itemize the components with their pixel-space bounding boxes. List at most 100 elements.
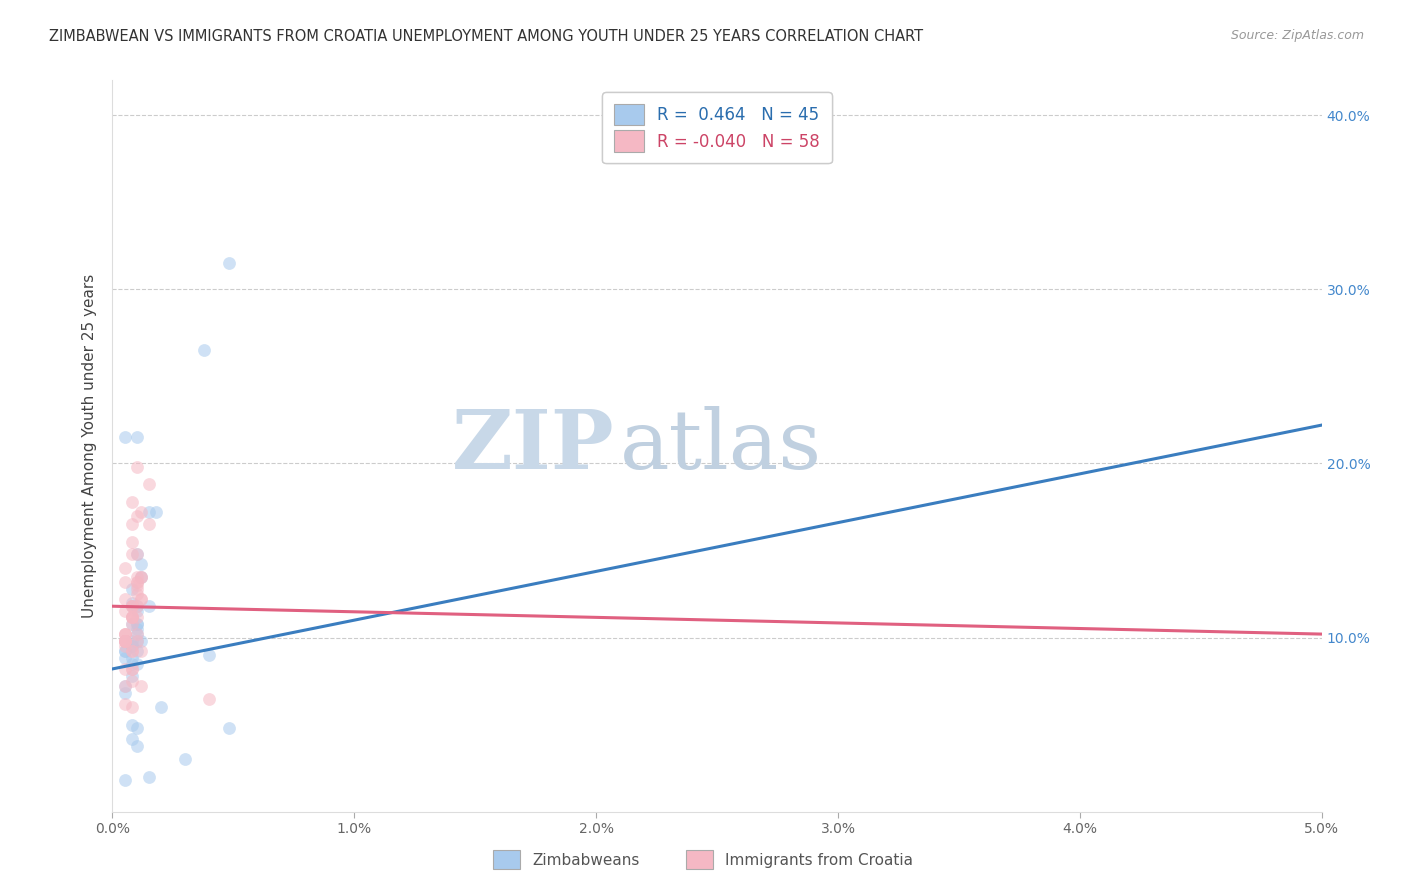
Point <box>114 627 136 641</box>
Point <box>121 640 143 654</box>
Point <box>149 700 172 714</box>
Point <box>121 662 143 676</box>
Point <box>121 582 143 596</box>
Point <box>114 651 136 665</box>
Point <box>121 596 143 610</box>
Point <box>198 691 221 706</box>
Point <box>125 582 148 596</box>
Point <box>131 505 153 519</box>
Point <box>121 669 143 683</box>
Point <box>193 343 215 358</box>
Point <box>125 657 148 671</box>
Point <box>125 508 148 523</box>
Point <box>121 609 143 624</box>
Point <box>125 604 148 618</box>
Point <box>131 569 153 583</box>
Point <box>125 574 148 589</box>
Point <box>125 587 148 601</box>
Point <box>114 634 136 648</box>
Point <box>121 534 143 549</box>
Point <box>114 644 136 658</box>
Point <box>121 609 143 624</box>
Point <box>114 773 136 788</box>
Point <box>121 651 143 665</box>
Point <box>174 752 197 766</box>
Point <box>125 627 148 641</box>
Point <box>114 627 136 641</box>
Y-axis label: Unemployment Among Youth under 25 years: Unemployment Among Youth under 25 years <box>82 274 97 618</box>
Point <box>131 569 153 583</box>
Point <box>125 616 148 631</box>
Point <box>125 547 148 561</box>
Point <box>131 558 153 572</box>
Point <box>131 634 153 648</box>
Point <box>125 739 148 753</box>
Point <box>131 592 153 607</box>
Point <box>131 644 153 658</box>
Point <box>121 609 143 624</box>
Point <box>114 679 136 693</box>
Point <box>121 547 143 561</box>
Point <box>138 770 160 784</box>
Point <box>114 686 136 700</box>
Point <box>114 634 136 648</box>
Point <box>114 634 136 648</box>
Point <box>121 640 143 654</box>
Point <box>121 599 143 614</box>
Point <box>125 459 148 474</box>
Point <box>125 721 148 735</box>
Point <box>125 634 148 648</box>
Point <box>121 494 143 508</box>
Point <box>121 644 143 658</box>
Point <box>121 599 143 614</box>
Point <box>121 674 143 689</box>
Point <box>121 616 143 631</box>
Point <box>121 517 143 532</box>
Point <box>114 634 136 648</box>
Point <box>218 256 240 270</box>
Point <box>114 430 136 444</box>
Point <box>114 697 136 711</box>
Point <box>114 662 136 676</box>
Text: atlas: atlas <box>620 406 823 486</box>
Point <box>121 662 143 676</box>
Point <box>114 634 136 648</box>
Point <box>121 599 143 614</box>
Point <box>121 616 143 631</box>
Point <box>121 644 143 658</box>
Point <box>125 634 148 648</box>
Point <box>131 592 153 607</box>
Point <box>125 578 148 592</box>
Text: ZIMBABWEAN VS IMMIGRANTS FROM CROATIA UNEMPLOYMENT AMONG YOUTH UNDER 25 YEARS CO: ZIMBABWEAN VS IMMIGRANTS FROM CROATIA UN… <box>49 29 924 44</box>
Text: Source: ZipAtlas.com: Source: ZipAtlas.com <box>1230 29 1364 42</box>
Point <box>138 477 160 491</box>
Point <box>121 609 143 624</box>
Legend: Zimbabweans, Immigrants from Croatia: Zimbabweans, Immigrants from Croatia <box>486 844 920 875</box>
Point <box>218 721 240 735</box>
Point <box>114 640 136 654</box>
Point <box>114 574 136 589</box>
Point <box>125 622 148 636</box>
Point <box>145 505 167 519</box>
Point <box>138 599 160 614</box>
Point <box>121 731 143 746</box>
Point <box>138 505 160 519</box>
Point <box>125 609 148 624</box>
Point <box>114 634 136 648</box>
Point <box>114 561 136 575</box>
Point <box>125 616 148 631</box>
Point <box>125 569 148 583</box>
Point <box>121 634 143 648</box>
Point <box>121 599 143 614</box>
Point <box>121 717 143 731</box>
Point <box>131 679 153 693</box>
Point <box>121 657 143 671</box>
Point <box>125 599 148 614</box>
Point <box>198 648 221 662</box>
Point <box>114 592 136 607</box>
Point <box>125 574 148 589</box>
Point <box>125 627 148 641</box>
Point <box>125 644 148 658</box>
Legend: R =  0.464   N = 45, R = -0.040   N = 58: R = 0.464 N = 45, R = -0.040 N = 58 <box>602 92 832 163</box>
Text: ZIP: ZIP <box>451 406 614 486</box>
